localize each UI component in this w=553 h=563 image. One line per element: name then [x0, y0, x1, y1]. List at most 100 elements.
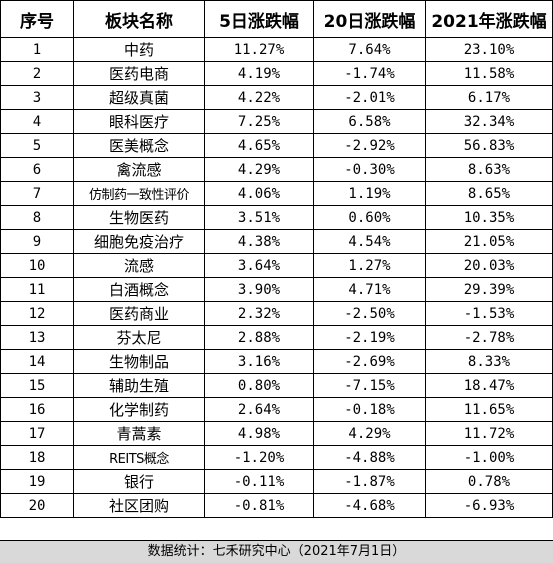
five-day-change-cell: 4.98%: [204, 421, 314, 446]
sector-name-cell: 生物医药: [73, 205, 205, 230]
ytd-2021-change-cell: -6.93%: [425, 493, 553, 518]
five-day-change-cell: -0.81%: [204, 493, 314, 518]
twenty-day-change-cell: -2.19%: [313, 325, 426, 350]
ytd-2021-change-header: 2021年涨跌幅: [425, 0, 553, 38]
twenty-day-change-cell: -7.15%: [313, 373, 426, 398]
sector-name-cell: 禽流感: [73, 157, 205, 182]
five-day-change-cell: 3.90%: [204, 277, 314, 302]
twenty-day-change-cell: -1.87%: [313, 469, 426, 494]
index-cell: 2: [0, 61, 74, 86]
ytd-2021-change-cell: 8.65%: [425, 181, 553, 206]
index-cell: 6: [0, 157, 74, 182]
ytd-2021-change-cell: 56.83%: [425, 133, 553, 158]
five-day-change-cell: 11.27%: [204, 37, 314, 62]
five-day-change-cell: 2.88%: [204, 325, 314, 350]
index-cell: 15: [0, 373, 74, 398]
index-cell: 1: [0, 37, 74, 62]
index-cell: 12: [0, 301, 74, 326]
table-row: 1 中药 11.27% 7.64% 23.10%: [0, 37, 553, 62]
index-cell: 10: [0, 253, 74, 278]
ytd-2021-change-cell: 8.33%: [425, 349, 553, 374]
twenty-day-change-cell: 0.60%: [313, 205, 426, 230]
twenty-day-change-cell: -0.18%: [313, 397, 426, 422]
sector-name-cell: 眼科医疗: [73, 109, 205, 134]
sector-name-cell: 白酒概念: [73, 277, 205, 302]
twenty-day-change-cell: -2.50%: [313, 301, 426, 326]
table-row: 16 化学制药 2.64% -0.18% 11.65%: [0, 397, 553, 422]
ytd-2021-change-cell: 6.17%: [425, 85, 553, 110]
five-day-change-cell: -0.11%: [204, 469, 314, 494]
table-row: 17 青蒿素 4.98% 4.29% 11.72%: [0, 421, 553, 446]
index-cell: 5: [0, 133, 74, 158]
table-row: 20 社区团购 -0.81% -4.68% -6.93%: [0, 493, 553, 518]
twenty-day-change-header: 20日涨跌幅: [313, 0, 426, 38]
five-day-change-cell: 2.64%: [204, 397, 314, 422]
sector-performance-table: 序号 板块名称 5日涨跌幅 20日涨跌幅 2021年涨跌幅 1 中药 11.27% 7.64%…: [0, 0, 553, 518]
five-day-change-cell: 4.19%: [204, 61, 314, 86]
sector-name-cell: 医药电商: [73, 61, 205, 86]
index-cell: 16: [0, 397, 74, 422]
twenty-day-change-cell: 4.71%: [313, 277, 426, 302]
table-row: 6 禽流感 4.29% -0.30% 8.63%: [0, 157, 553, 182]
table-row: 15 辅助生殖 0.80% -7.15% 18.47%: [0, 373, 553, 398]
sector-name-header: 板块名称: [73, 0, 205, 38]
twenty-day-change-cell: -2.69%: [313, 349, 426, 374]
ytd-2021-change-cell: 11.72%: [425, 421, 553, 446]
five-day-change-cell: 3.51%: [204, 205, 314, 230]
ytd-2021-change-cell: 32.34%: [425, 109, 553, 134]
ytd-2021-change-cell: 18.47%: [425, 373, 553, 398]
index-cell: 14: [0, 349, 74, 374]
twenty-day-change-cell: 6.58%: [313, 109, 426, 134]
twenty-day-change-cell: -1.74%: [313, 61, 426, 86]
table-row: 9 细胞免疫治疗 4.38% 4.54% 21.05%: [0, 229, 553, 254]
table-row: 19 银行 -0.11% -1.87% 0.78%: [0, 469, 553, 494]
ytd-2021-change-cell: 11.58%: [425, 61, 553, 86]
ytd-2021-change-cell: 20.03%: [425, 253, 553, 278]
sector-name-cell: 芬太尼: [73, 325, 205, 350]
index-cell: 17: [0, 421, 74, 446]
twenty-day-change-cell: -2.01%: [313, 85, 426, 110]
source-footer: 数据统计：七禾研究中心（2021年7月1日）: [0, 540, 553, 563]
index-cell: 19: [0, 469, 74, 494]
twenty-day-change-cell: 1.19%: [313, 181, 426, 206]
ytd-2021-change-cell: 11.65%: [425, 397, 553, 422]
twenty-day-change-cell: 4.29%: [313, 421, 426, 446]
sector-name-cell: 超级真菌: [73, 85, 205, 110]
table-row: 10 流感 3.64% 1.27% 20.03%: [0, 253, 553, 278]
table-row: 14 生物制品 3.16% -2.69% 8.33%: [0, 349, 553, 374]
sector-name-cell: 仿制药一致性评价: [73, 181, 205, 206]
index-cell: 4: [0, 109, 74, 134]
ytd-2021-change-cell: -1.00%: [425, 445, 553, 470]
sector-name-cell: 辅助生殖: [73, 373, 205, 398]
five-day-change-cell: 4.22%: [204, 85, 314, 110]
twenty-day-change-cell: 4.54%: [313, 229, 426, 254]
five-day-change-header: 5日涨跌幅: [204, 0, 314, 38]
ytd-2021-change-cell: 10.35%: [425, 205, 553, 230]
five-day-change-cell: 4.65%: [204, 133, 314, 158]
sector-name-cell: 青蒿素: [73, 421, 205, 446]
index-cell: 8: [0, 205, 74, 230]
twenty-day-change-cell: -4.88%: [313, 445, 426, 470]
table-row: 8 生物医药 3.51% 0.60% 10.35%: [0, 205, 553, 230]
ytd-2021-change-cell: -1.53%: [425, 301, 553, 326]
ytd-2021-change-cell: 8.63%: [425, 157, 553, 182]
index-cell: 11: [0, 277, 74, 302]
table-header-row: 序号 板块名称 5日涨跌幅 20日涨跌幅 2021年涨跌幅: [0, 0, 553, 38]
table-row: 12 医药商业 2.32% -2.50% -1.53%: [0, 301, 553, 326]
sector-name-cell: 化学制药: [73, 397, 205, 422]
ytd-2021-change-cell: 0.78%: [425, 469, 553, 494]
table-body: 1 中药 11.27% 7.64% 23.10% 2 医药电商 4.19% -1.74% 11.5…: [0, 37, 553, 518]
twenty-day-change-cell: 1.27%: [313, 253, 426, 278]
index-cell: 3: [0, 85, 74, 110]
sector-name-cell: 医药商业: [73, 301, 205, 326]
table-row: 11 白酒概念 3.90% 4.71% 29.39%: [0, 277, 553, 302]
index-cell: 7: [0, 181, 74, 206]
sector-name-cell: REITS概念: [73, 445, 205, 470]
twenty-day-change-cell: 7.64%: [313, 37, 426, 62]
sector-name-cell: 医美概念: [73, 133, 205, 158]
five-day-change-cell: 4.38%: [204, 229, 314, 254]
table-row: 13 芬太尼 2.88% -2.19% -2.78%: [0, 325, 553, 350]
sector-name-cell: 细胞免疫治疗: [73, 229, 205, 254]
five-day-change-cell: 3.64%: [204, 253, 314, 278]
five-day-change-cell: 3.16%: [204, 349, 314, 374]
